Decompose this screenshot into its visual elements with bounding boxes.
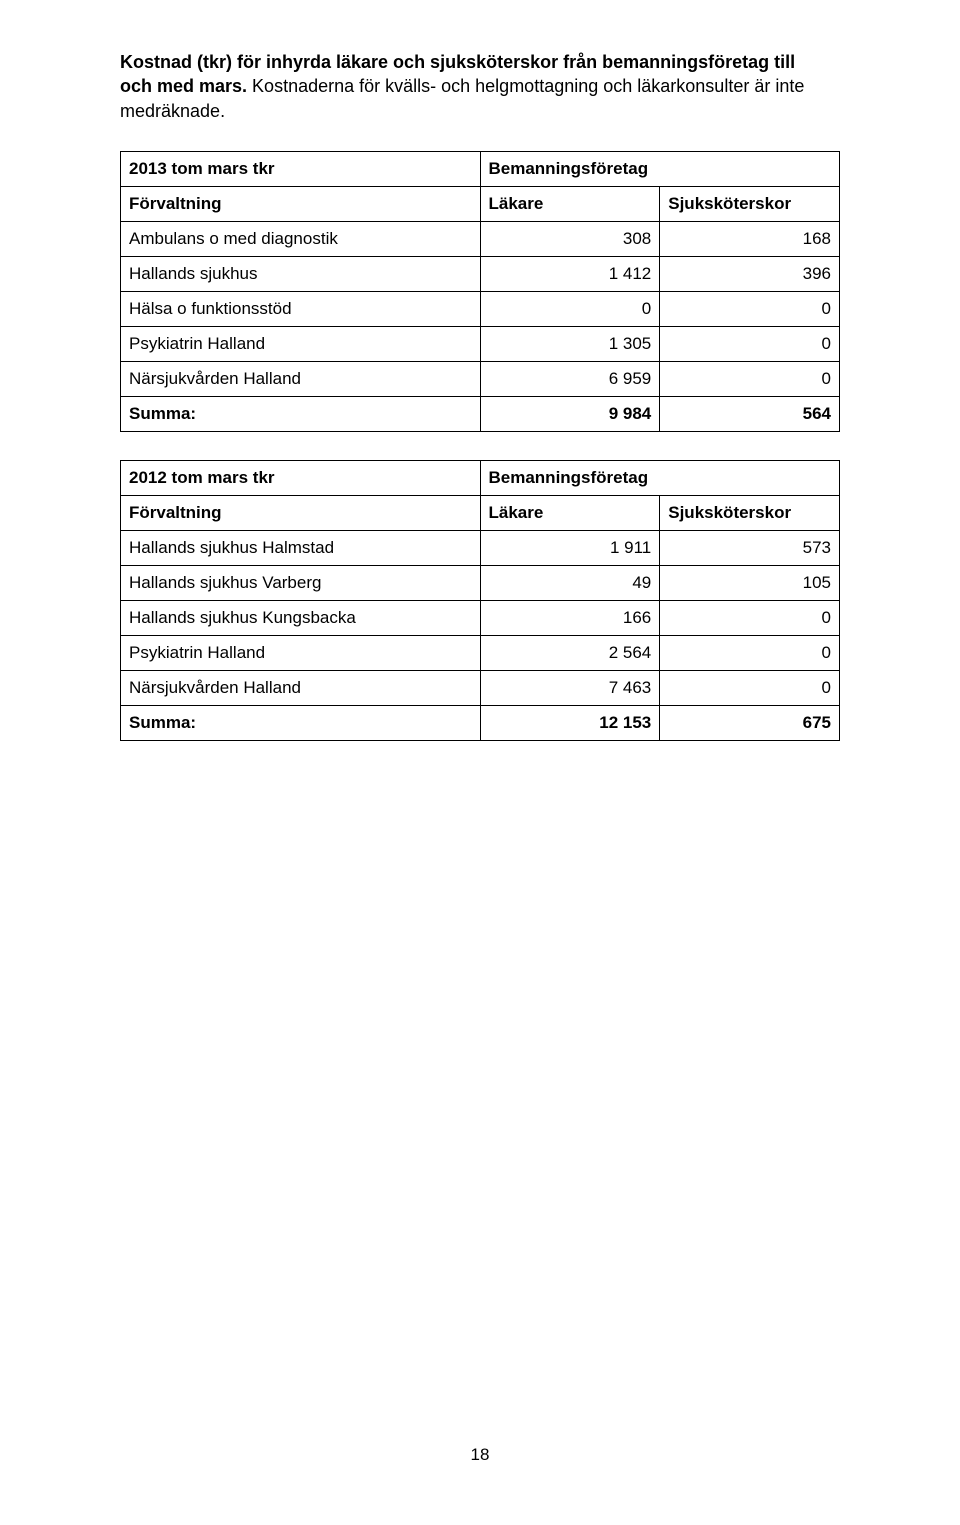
t2-h-col2: Läkare xyxy=(480,495,660,530)
t1-r4-label: Närsjukvården Halland xyxy=(121,361,481,396)
t1-r3-v1: 1 305 xyxy=(480,326,660,361)
page: Kostnad (tkr) för inhyrda läkare och sju… xyxy=(0,0,960,1525)
table-row: Närsjukvården Halland 6 959 0 xyxy=(121,361,840,396)
table-2012: 2012 tom mars tkr Bemanningsföretag Förv… xyxy=(120,460,840,741)
t2-sum-v2: 675 xyxy=(660,705,840,740)
t1-r1-v2: 396 xyxy=(660,256,840,291)
intro-bold-1: Kostnad (tkr) för inhyrda läkare och sju… xyxy=(120,52,795,72)
t1-h-col1: Förvaltning xyxy=(121,186,481,221)
t1-r3-label: Psykiatrin Halland xyxy=(121,326,481,361)
t1-r0-v2: 168 xyxy=(660,221,840,256)
t1-r3-v2: 0 xyxy=(660,326,840,361)
t2-r0-label: Hallands sjukhus Halmstad xyxy=(121,530,481,565)
t1-r4-v2: 0 xyxy=(660,361,840,396)
t2-r1-v2: 105 xyxy=(660,565,840,600)
table-row: Hälsa o funktionsstöd 0 0 xyxy=(121,291,840,326)
table-row: Ambulans o med diagnostik 308 168 xyxy=(121,221,840,256)
t2-top-right: Bemanningsföretag xyxy=(480,460,840,495)
t1-h-col3: Sjuksköterskor xyxy=(660,186,840,221)
t2-r4-v2: 0 xyxy=(660,670,840,705)
table-row: Närsjukvården Halland 7 463 0 xyxy=(121,670,840,705)
table-row: Hallands sjukhus Varberg 49 105 xyxy=(121,565,840,600)
t1-sum-v2: 564 xyxy=(660,396,840,431)
t2-r4-v1: 7 463 xyxy=(480,670,660,705)
t1-r2-v1: 0 xyxy=(480,291,660,326)
t2-r1-label: Hallands sjukhus Varberg xyxy=(121,565,481,600)
t1-h-col2: Läkare xyxy=(480,186,660,221)
intro-bold-2: och med mars. xyxy=(120,76,252,96)
table-row: Psykiatrin Halland 2 564 0 xyxy=(121,635,840,670)
t2-r2-v2: 0 xyxy=(660,600,840,635)
t2-h-col3: Sjuksköterskor xyxy=(660,495,840,530)
t2-r3-label: Psykiatrin Halland xyxy=(121,635,481,670)
t2-r2-label: Hallands sjukhus Kungsbacka xyxy=(121,600,481,635)
t2-top-left: 2012 tom mars tkr xyxy=(121,460,481,495)
t2-sum-label: Summa: xyxy=(121,705,481,740)
t2-r3-v1: 2 564 xyxy=(480,635,660,670)
t1-r1-label: Hallands sjukhus xyxy=(121,256,481,291)
table-row: Hallands sjukhus Kungsbacka 166 0 xyxy=(121,600,840,635)
t1-r2-v2: 0 xyxy=(660,291,840,326)
t1-r0-v1: 308 xyxy=(480,221,660,256)
t2-r1-v1: 49 xyxy=(480,565,660,600)
t1-sum-row: Summa: 9 984 564 xyxy=(121,396,840,431)
intro-paragraph: Kostnad (tkr) för inhyrda läkare och sju… xyxy=(120,50,840,123)
t1-r1-v1: 1 412 xyxy=(480,256,660,291)
t1-r4-v1: 6 959 xyxy=(480,361,660,396)
t1-r0-label: Ambulans o med diagnostik xyxy=(121,221,481,256)
table-row: Hallands sjukhus Halmstad 1 911 573 xyxy=(121,530,840,565)
t2-r4-label: Närsjukvården Halland xyxy=(121,670,481,705)
t2-r0-v1: 1 911 xyxy=(480,530,660,565)
t1-top-left: 2013 tom mars tkr xyxy=(121,151,481,186)
t1-sum-v1: 9 984 xyxy=(480,396,660,431)
table-2013: 2013 tom mars tkr Bemanningsföretag Förv… xyxy=(120,151,840,432)
t2-r2-v1: 166 xyxy=(480,600,660,635)
t2-r3-v2: 0 xyxy=(660,635,840,670)
table-row: Hallands sjukhus 1 412 396 xyxy=(121,256,840,291)
t1-r2-label: Hälsa o funktionsstöd xyxy=(121,291,481,326)
t2-h-col1: Förvaltning xyxy=(121,495,481,530)
t2-sum-row: Summa: 12 153 675 xyxy=(121,705,840,740)
t1-top-right: Bemanningsföretag xyxy=(480,151,840,186)
table-row: Psykiatrin Halland 1 305 0 xyxy=(121,326,840,361)
t1-sum-label: Summa: xyxy=(121,396,481,431)
t2-sum-v1: 12 153 xyxy=(480,705,660,740)
t2-r0-v2: 573 xyxy=(660,530,840,565)
page-number: 18 xyxy=(0,1445,960,1465)
